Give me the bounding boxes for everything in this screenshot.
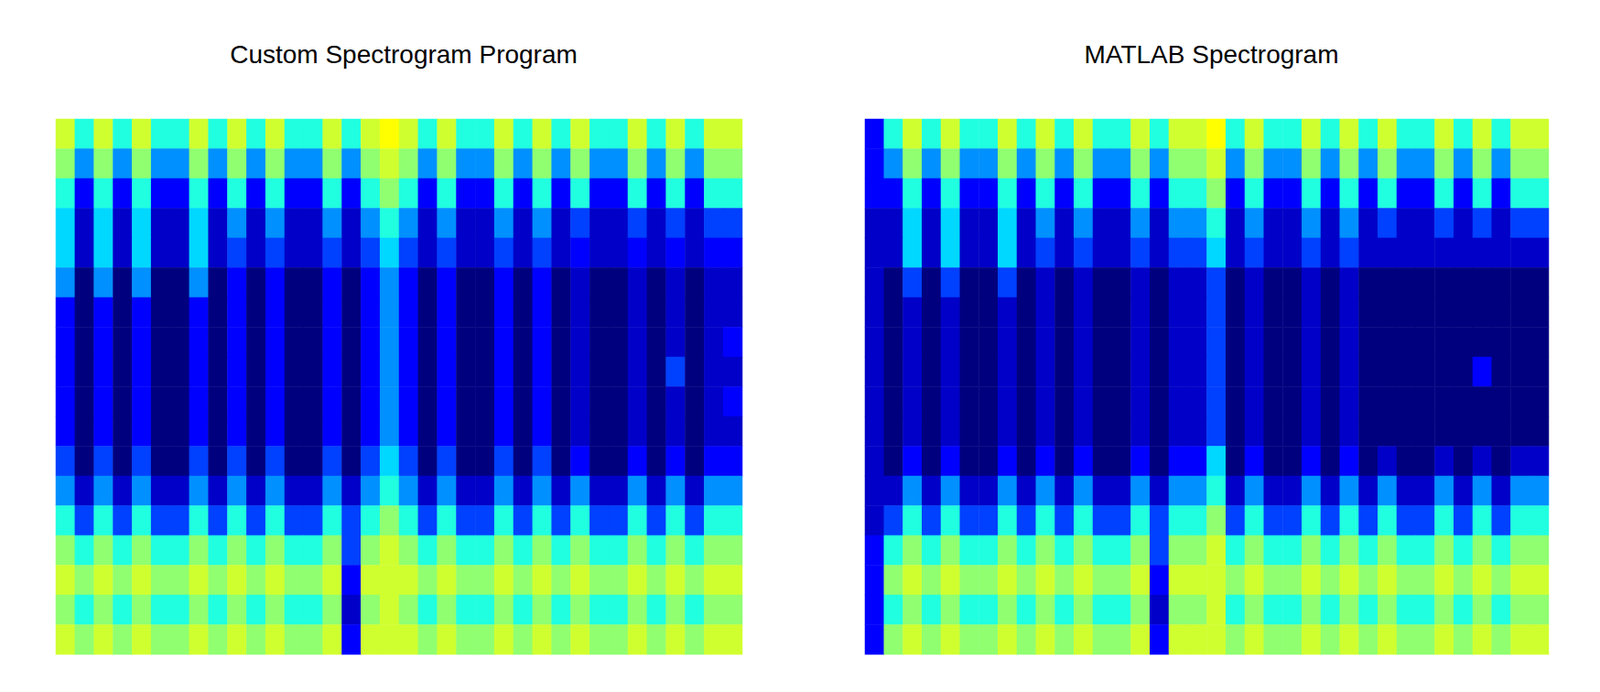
svg-text:MATLAB Spectrogram: MATLAB Spectrogram — [1083, 40, 1339, 69]
svg-text:Custom Spectrogram Program: Custom Spectrogram Program — [229, 40, 578, 69]
